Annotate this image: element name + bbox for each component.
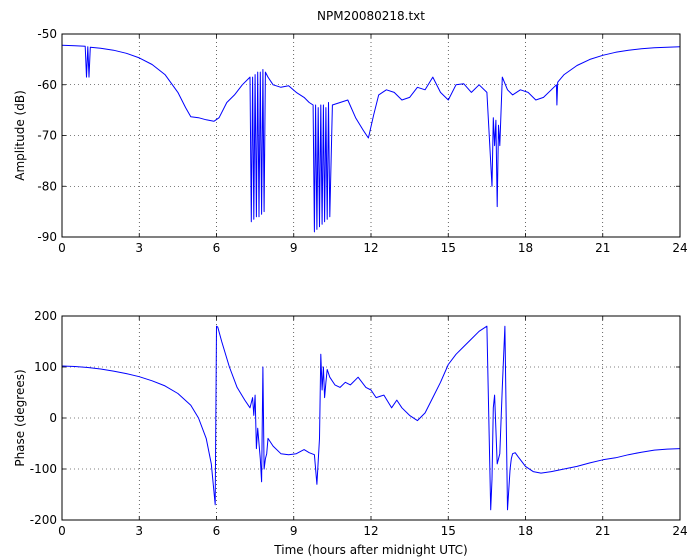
amplitude-xtick-label: 3 [135, 241, 143, 255]
amplitude-ytick-label: -70 [37, 129, 57, 143]
amplitude-ytick-label: -80 [37, 179, 57, 193]
phase-xtick-label: 18 [518, 524, 533, 538]
phase-ytick-label: 0 [49, 411, 57, 425]
amplitude-xtick-label: 24 [672, 241, 687, 255]
phase-xaxis-label: Time (hours after midnight UTC) [273, 543, 467, 557]
amplitude-series-line [61, 44, 681, 233]
amplitude-xtick-label: 12 [363, 241, 378, 255]
phase-ytick-label: 200 [34, 309, 57, 323]
phase-axes-frame [61, 315, 681, 521]
amplitude-ytick-label: -60 [37, 78, 57, 92]
phase-xtick-label: 12 [363, 524, 378, 538]
phase-xtick-label: 6 [213, 524, 221, 538]
phase-ytick-label: 100 [34, 360, 57, 374]
phase-panel: 0 3 6 9 12 15 18 21 24 200 100 0 -100 -200 Time (hours… [13, 309, 688, 557]
amplitude-xtick-label: 9 [290, 241, 298, 255]
phase-ytick-label: -200 [30, 513, 57, 527]
amplitude-axes-frame [61, 33, 681, 238]
phase-xtick-label: 9 [290, 524, 298, 538]
phase-xtick-label: 24 [672, 524, 687, 538]
amplitude-panel: 0 3 6 9 12 15 18 21 24 -50 -60 -70 -80 -90 NPM20080218… [13, 9, 688, 255]
amplitude-xtick-label: 6 [213, 241, 221, 255]
amplitude-xtick-label: 18 [518, 241, 533, 255]
amplitude-xtick-label: 21 [595, 241, 610, 255]
amplitude-yaxis-label: Amplitude (dB) [13, 90, 27, 181]
phase-yaxis-label: Phase (degrees) [13, 369, 27, 466]
phase-xtick-label: 21 [595, 524, 610, 538]
amplitude-chart-title: NPM20080218.txt [317, 9, 425, 23]
amplitude-ytick-label: -50 [37, 27, 57, 41]
phase-xtick-label: 0 [58, 524, 66, 538]
amplitude-xtick-label: 0 [58, 241, 66, 255]
phase-xtick-label: 3 [135, 524, 143, 538]
phase-ytick-label: -100 [30, 462, 57, 476]
amplitude-xtick-label: 15 [441, 241, 456, 255]
phase-xtick-label: 15 [441, 524, 456, 538]
amplitude-ytick-label: -90 [37, 230, 57, 244]
phase-series-line [61, 325, 681, 511]
